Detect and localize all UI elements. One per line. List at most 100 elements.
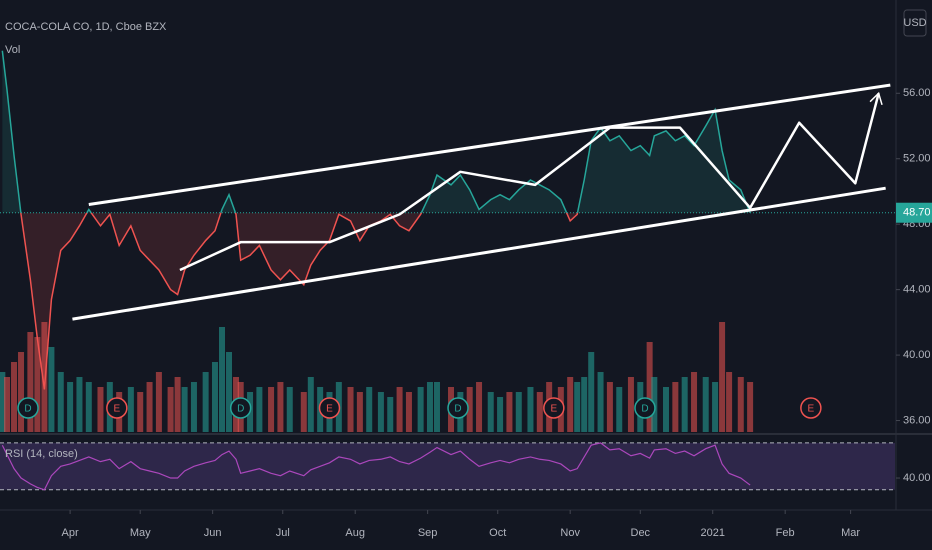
volume-bar	[48, 347, 55, 432]
volume-bar	[606, 382, 613, 432]
x-tick-label: Aug	[345, 527, 365, 539]
volume-bar	[527, 387, 534, 432]
volume-bar	[18, 352, 25, 432]
event-label: E	[114, 404, 121, 415]
volume-bar	[286, 387, 293, 432]
volume-bar	[167, 387, 174, 432]
x-tick-label: Dec	[631, 527, 651, 539]
volume-bar	[597, 372, 604, 432]
volume-bar	[747, 382, 754, 432]
volume-bar	[256, 387, 263, 432]
baseline-area	[2, 50, 751, 213]
volume-bar	[487, 392, 494, 432]
x-tick-label: Sep	[418, 527, 438, 539]
x-tick-label: Apr	[62, 527, 79, 539]
volume-bar	[466, 387, 473, 432]
last-price-label: 48.70	[903, 207, 931, 219]
volume-bar	[536, 392, 543, 432]
volume-bar	[476, 382, 483, 432]
volume-bar	[405, 392, 412, 432]
volume-bar	[433, 382, 440, 432]
volume-bar	[76, 377, 83, 432]
event-marker	[447, 397, 469, 419]
volume-bar	[155, 372, 162, 432]
volume-bar	[218, 327, 225, 432]
volume-bar	[356, 392, 363, 432]
rsi-line	[1, 442, 751, 491]
volume-bar	[181, 387, 188, 432]
volume-bar	[4, 377, 11, 432]
x-tick-label: May	[130, 527, 151, 539]
volume-bar	[515, 392, 522, 432]
x-tick-label: Oct	[489, 527, 506, 539]
volume-bar	[146, 382, 153, 432]
volume-bar	[567, 377, 574, 432]
volume-bar	[616, 387, 623, 432]
event-label: D	[24, 404, 31, 415]
volume-bar	[506, 392, 513, 432]
event-marker	[634, 397, 656, 419]
volume-bar	[11, 362, 18, 432]
volume-bar	[691, 372, 698, 432]
volume-bar	[34, 337, 41, 432]
trend-drawing	[179, 92, 880, 272]
volume-bar	[97, 387, 104, 432]
volume-bar	[737, 377, 744, 432]
currency[interactable]: USD	[903, 17, 926, 29]
volume-bar	[588, 352, 595, 432]
volume-bar	[41, 322, 48, 432]
price-line	[1, 50, 751, 213]
volume-bar	[726, 372, 733, 432]
x-tick-label: Feb	[776, 527, 795, 539]
volume-bar	[127, 387, 134, 432]
volume-bar	[396, 387, 403, 432]
volume-bar	[174, 377, 181, 432]
arrow-head	[869, 91, 883, 105]
volume-bar	[672, 382, 679, 432]
trend-drawing	[72, 186, 886, 321]
event-marker	[229, 397, 252, 419]
volume-bar	[387, 397, 394, 432]
x-tick-label: Jun	[204, 527, 222, 539]
x-tick-label: 2021	[700, 527, 724, 539]
volume-bar	[57, 372, 64, 432]
volume-bar	[67, 382, 74, 432]
volume-bar	[574, 382, 581, 432]
event-label: D	[641, 404, 648, 415]
volume-bar	[719, 322, 726, 432]
y-tick-label: 52.00	[903, 153, 931, 165]
trend-drawing	[88, 83, 891, 207]
volume-bar	[377, 392, 384, 432]
volume-bar	[662, 387, 669, 432]
volume-bar	[702, 377, 709, 432]
y-tick-label: 40.00	[903, 349, 931, 361]
currency-box[interactable]	[903, 9, 927, 37]
volume-bar	[627, 377, 634, 432]
event-label: E	[808, 404, 815, 415]
volume-bar	[681, 377, 688, 432]
baseline-area	[20, 212, 578, 390]
volume-bar	[190, 382, 197, 432]
event-marker	[106, 397, 128, 419]
volume-bar	[300, 392, 307, 432]
volume-bar	[0, 372, 6, 432]
volume-bar	[226, 352, 233, 432]
volume-bar	[85, 382, 92, 432]
price-line	[20, 212, 751, 390]
event-marker	[543, 397, 565, 419]
volume-bar	[307, 377, 314, 432]
y-tick-label: 44.00	[903, 284, 931, 296]
volume-bar	[202, 372, 209, 432]
x-tick-label: Jul	[276, 527, 290, 539]
y-tick-label: 36.00	[903, 414, 931, 426]
volume-bar	[347, 387, 354, 432]
y-tick-label: 56.00	[903, 87, 931, 99]
volume-bar	[417, 387, 424, 432]
volume-bar	[27, 332, 34, 432]
volume-bar	[277, 382, 284, 432]
volume-label: Vol	[5, 44, 20, 56]
